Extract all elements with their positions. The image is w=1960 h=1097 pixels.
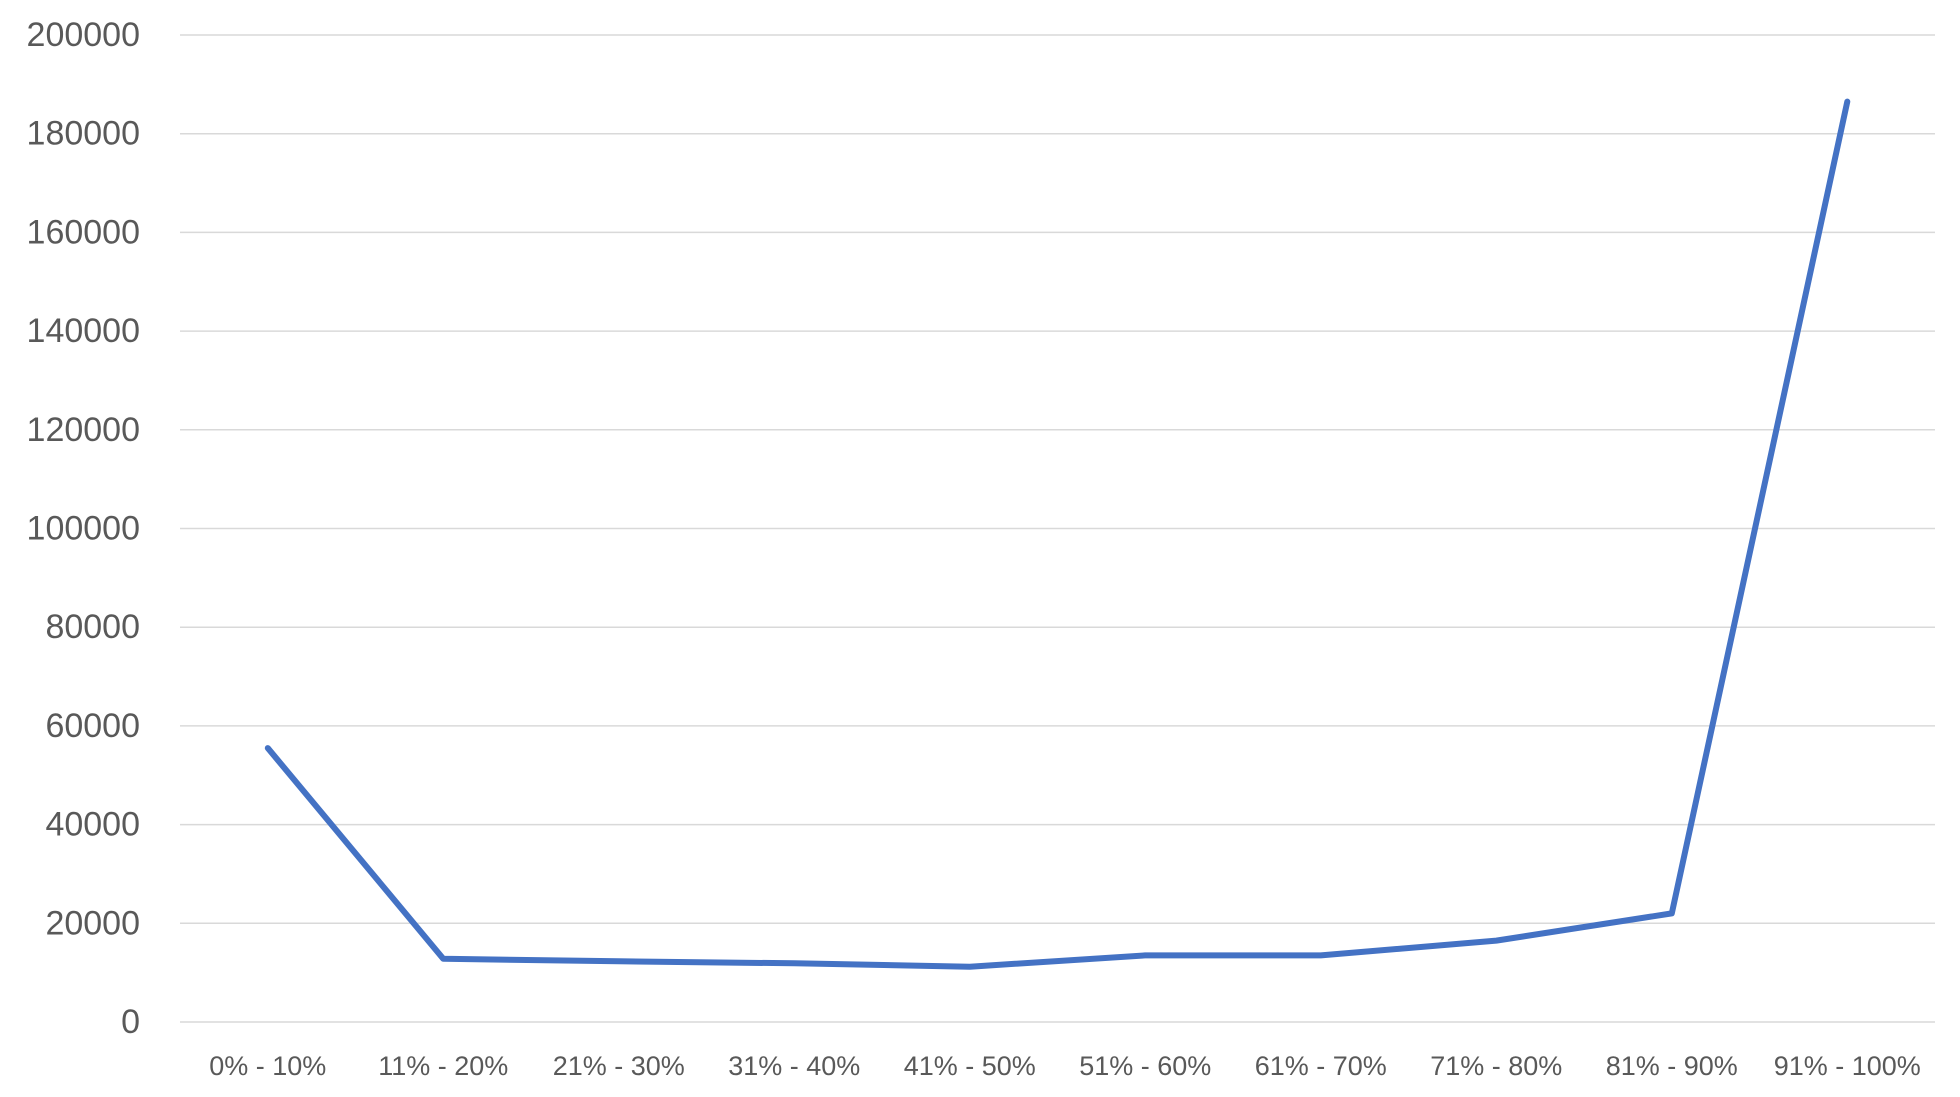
y-tick-label: 120000	[27, 411, 140, 449]
data-point	[439, 955, 447, 963]
y-tick-label: 100000	[27, 510, 140, 548]
data-point	[615, 957, 623, 965]
y-tick-label: 200000	[27, 16, 140, 54]
x-tick-label: 71% - 80%	[1430, 1051, 1562, 1081]
data-point	[1141, 951, 1149, 959]
data-point	[264, 744, 272, 752]
x-tick-label: 81% - 90%	[1606, 1051, 1738, 1081]
data-point	[966, 963, 974, 971]
x-tick-label: 41% - 50%	[904, 1051, 1036, 1081]
y-tick-label: 160000	[27, 213, 140, 251]
y-tick-label: 180000	[27, 115, 140, 153]
x-tick-label: 51% - 60%	[1079, 1051, 1211, 1081]
data-point	[1843, 98, 1851, 106]
y-tick-label: 80000	[45, 608, 140, 646]
x-tick-label: 21% - 30%	[553, 1051, 685, 1081]
x-tick-label: 0% - 10%	[209, 1051, 326, 1081]
y-tick-label: 20000	[45, 904, 140, 942]
y-tick-label: 40000	[45, 806, 140, 844]
y-axis-tick-labels: 0 20000 40000 60000 80000 100000 120000 140000 1…	[27, 16, 140, 1041]
data-point	[790, 959, 798, 967]
x-axis-tick-labels: 0% - 10% 11% - 20% 21% - 30% 31% - 40% 41% -…	[209, 1051, 1921, 1081]
y-tick-label: 0	[121, 1003, 140, 1041]
series-layer	[264, 98, 1851, 971]
x-tick-label: 11% - 20%	[378, 1051, 508, 1081]
x-tick-label: 91% - 100%	[1774, 1051, 1921, 1081]
gridlines	[180, 34, 1935, 1023]
data-point	[1317, 951, 1325, 959]
x-tick-label: 31% - 40%	[728, 1051, 860, 1081]
y-tick-label: 60000	[45, 707, 140, 745]
y-tick-label: 140000	[27, 312, 140, 350]
series-line	[264, 98, 1851, 970]
data-point	[1668, 909, 1676, 917]
data-point	[1492, 937, 1500, 945]
x-tick-label: 61% - 70%	[1255, 1051, 1387, 1081]
